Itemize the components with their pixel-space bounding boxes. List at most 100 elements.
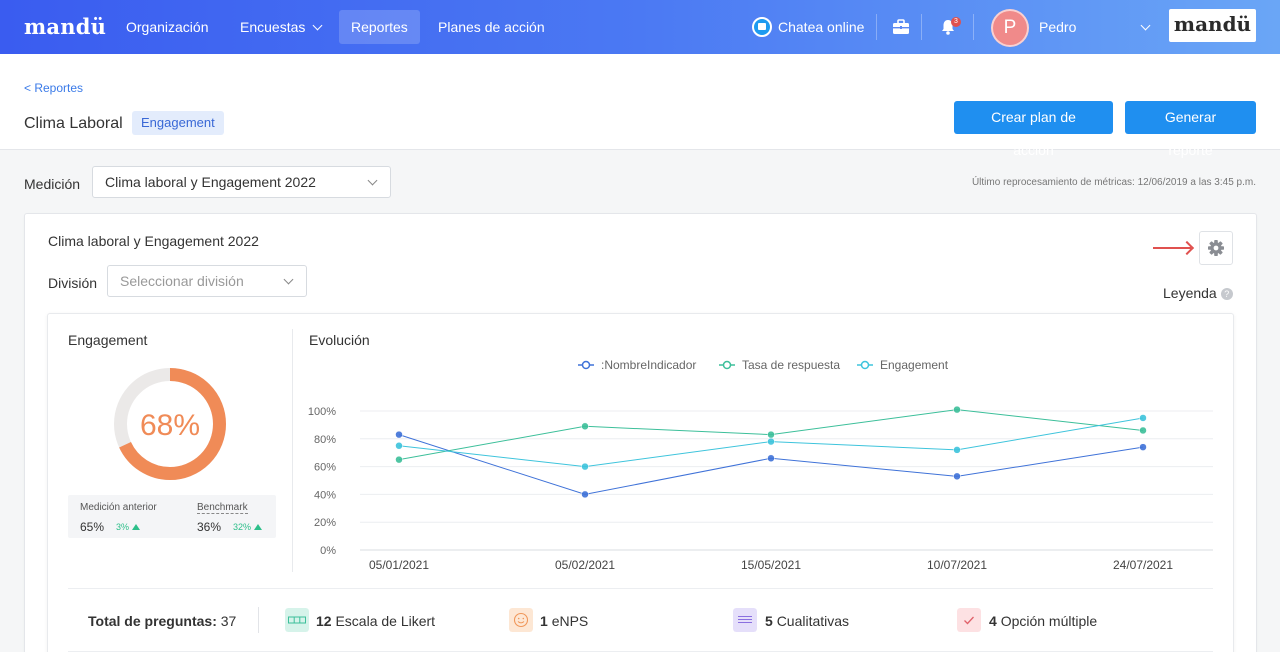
nav-divider (876, 14, 877, 40)
y-tick-label: 20% (314, 517, 336, 529)
arrow-up-icon (132, 524, 141, 530)
legend-marker (722, 360, 732, 370)
cualitativas-count: 5 (765, 613, 773, 629)
benchmark-label[interactable]: Benchmark (197, 502, 248, 514)
user-menu-chevron-icon[interactable] (1140, 20, 1151, 31)
nav-encuestas[interactable]: Encuestas (228, 10, 333, 44)
y-tick-label: 60% (314, 462, 336, 474)
nav-divider (921, 14, 922, 40)
enps-count: 1 (540, 613, 548, 629)
evolution-title: Evolución (309, 332, 370, 348)
crear-plan-button[interactable]: Crear plan de acción (954, 101, 1113, 158)
data-point (581, 490, 589, 499)
medicion-selected-value: Clima laboral y Engagement 2022 (105, 174, 316, 190)
divider (258, 607, 259, 633)
text-lines-icon (733, 608, 757, 632)
evolution-line-chart: 0% 20% 40% 60% 80% 100% 05/01/2021 05/02/2021 15… (308, 358, 1213, 572)
comparison-box (68, 495, 276, 538)
enps-label: eNPS (551, 613, 589, 629)
total-questions-value: 37 (220, 613, 237, 629)
divider (68, 588, 1213, 589)
total-questions: Total de preguntas: 37 (88, 613, 236, 629)
division-select[interactable]: Seleccionar división (107, 265, 307, 297)
data-point (953, 472, 961, 481)
likert-count: 12 (316, 613, 332, 629)
leyenda-toggle[interactable]: Leyenda? (1163, 285, 1233, 301)
nav-planes-de-accion[interactable]: Planes de acción (438, 19, 545, 35)
legend-label: Tasa de respuesta (742, 358, 840, 372)
page-title: Clima Laboral (24, 115, 123, 132)
help-icon[interactable]: ? (1220, 288, 1233, 300)
data-point (395, 442, 403, 450)
settings-button[interactable] (1199, 231, 1233, 265)
company-brand-logo: mandü (1169, 9, 1256, 42)
card-title: Clima laboral y Engagement 2022 (48, 233, 259, 249)
engagement-title: Engagement (68, 332, 148, 348)
donut-value-arc (114, 368, 226, 480)
medicion-select[interactable]: Clima laboral y Engagement 2022 (92, 166, 391, 198)
engagement-percent: 68% (140, 409, 200, 442)
data-point (581, 422, 589, 431)
chat-icon (752, 17, 772, 38)
question-type-cualitativas: 5 Cualitativas (765, 613, 849, 629)
x-tick-label: 10/07/2021 (927, 558, 987, 572)
opcion-multiple-label: Opción múltiple (1000, 613, 1098, 629)
benchmark-label-text: Benchmark (197, 502, 248, 514)
likert-scale-icon (285, 608, 309, 632)
engagement-tag: Engagement (132, 111, 224, 135)
data-point (1139, 443, 1147, 451)
benchmark-value: 36% (197, 520, 222, 534)
y-tick-label: 80% (314, 434, 336, 446)
data-point (767, 454, 775, 463)
data-point (953, 446, 961, 454)
checkmark-icon (957, 608, 981, 632)
arrow-up-icon (254, 524, 263, 530)
question-type-likert: 12 Escala de Likert (316, 613, 435, 629)
user-name[interactable]: Pedro (1039, 19, 1077, 35)
previous-measure-label: Medición anterior (80, 502, 157, 513)
data-point (953, 405, 961, 414)
gear-icon (1208, 240, 1224, 256)
legend-marker (860, 360, 870, 370)
column-divider (292, 329, 293, 572)
previous-delta-text: 3% (116, 522, 130, 532)
question-type-opcion-multiple: 4 Opción múltiple (989, 613, 1097, 629)
top-navbar: mandü Organización Encuestas Reportes Pl… (0, 0, 1280, 54)
data-point (395, 455, 403, 464)
nav-encuestas-label: Encuestas (240, 19, 306, 35)
x-tick-label: 15/05/2021 (741, 558, 801, 572)
chevron-down-icon (283, 274, 294, 285)
legend-label: :NombreIndicador (601, 358, 696, 372)
x-tick-label: 05/02/2021 (555, 558, 615, 572)
question-type-enps: 1 eNPS (540, 613, 588, 629)
data-point (767, 430, 775, 439)
nav-reportes[interactable]: Reportes (339, 10, 420, 44)
y-tick-label: 0% (320, 545, 336, 557)
data-point (1139, 426, 1147, 435)
benchmark-delta: 32% (233, 522, 263, 532)
benchmark-delta-text: 32% (233, 522, 252, 532)
nav-organizacion[interactable]: Organización (126, 19, 209, 35)
smiley-icon (509, 608, 533, 632)
briefcase-icon[interactable] (891, 17, 911, 37)
previous-measure-delta: 3% (116, 522, 141, 532)
medicion-label: Medición (24, 176, 81, 192)
app-logo[interactable]: mandü (24, 14, 107, 39)
generar-reporte-button[interactable]: Generar reporte (1125, 101, 1256, 158)
division-placeholder: Seleccionar división (120, 273, 244, 289)
engagement-donut: 68% (114, 368, 226, 480)
annotation-arrow-icon (1153, 247, 1191, 249)
notification-badge: 3 (951, 17, 961, 27)
y-tick-label: 40% (314, 489, 336, 501)
chat-online-button[interactable]: Chatea online (752, 17, 864, 38)
y-tick-label: 100% (308, 406, 336, 418)
reprocess-timestamp: Último reprocesamiento de métricas: 12/0… (971, 177, 1256, 188)
avatar[interactable]: P (991, 9, 1029, 47)
data-point (395, 430, 403, 439)
leyenda-label: Leyenda (1163, 285, 1217, 301)
cualitativas-label: Cualitativas (776, 613, 850, 629)
legend-marker (581, 360, 591, 370)
total-questions-label: Total de preguntas: (88, 613, 217, 629)
x-tick-label: 24/07/2021 (1113, 558, 1173, 572)
back-to-reportes-link[interactable]: < Reportes (24, 81, 84, 95)
